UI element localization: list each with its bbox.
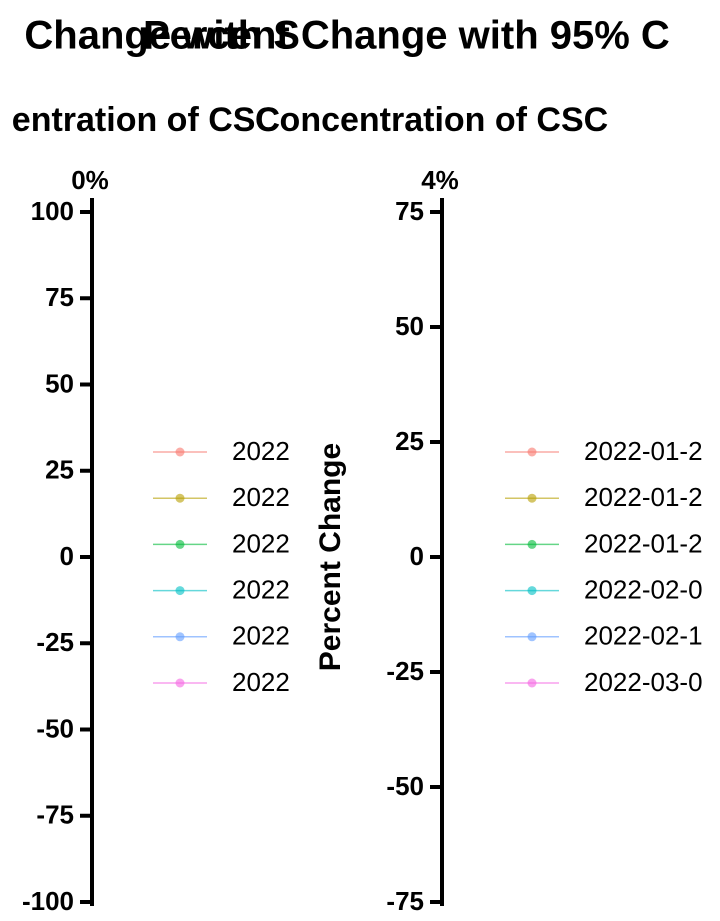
legend-marker [527,539,537,549]
annotation: 0% [71,165,109,195]
y-tick-label: -25 [386,656,424,686]
legend-label: 2022-02-0 [584,574,703,604]
chart-title: Change with S [24,14,300,58]
annotation: 4% [421,165,459,195]
y-tick-label: -100 [22,886,74,916]
chart-subtitle: Concentration of CSC [255,101,608,139]
y-tick-label: -50 [36,713,74,743]
legend-label: 2022 [232,667,290,697]
legend-marker [527,447,537,457]
legend-label: 2022-01-2 [584,482,703,512]
legend-marker [527,678,537,688]
legend-marker [527,586,537,596]
y-tick-label: 0 [410,541,424,571]
legend-label: 2022 [232,482,290,512]
legend-label: 2022 [232,436,290,466]
y-tick-label: 50 [45,368,74,398]
legend-label: 2022 [232,621,290,651]
legend-label: 2022 [232,528,290,558]
y-tick-label: -25 [36,627,74,657]
legend-marker [175,447,185,457]
legend-marker [527,493,537,503]
y-tick-label: 0 [60,541,74,571]
y-tick-label: -75 [386,886,424,916]
legend-marker [175,678,185,688]
y-tick-label: 100 [31,196,74,226]
legend-marker [175,632,185,642]
y-tick-label: 75 [395,196,424,226]
y-tick-label: 50 [395,311,424,341]
legend-marker [175,586,185,596]
legend-marker [175,539,185,549]
y-axis-label: Percent Change [314,443,347,671]
y-tick-label: -50 [386,771,424,801]
legend-label: 2022-02-1 [584,621,703,651]
legend-label: 2022-01-2 [584,436,703,466]
chart-subtitle: entration of CSC [12,101,280,139]
legend-label: 2022-01-2 [584,528,703,558]
y-tick-label: 75 [45,282,74,312]
legend-marker [175,493,185,503]
y-tick-label: 25 [45,455,74,485]
chart-title: Percent Change with 95% C [143,14,670,58]
y-tick-label: -75 [36,800,74,830]
y-tick-label: 25 [395,426,424,456]
legend-label: 2022-03-0 [584,667,703,697]
legend-marker [527,632,537,642]
legend-label: 2022 [232,574,290,604]
